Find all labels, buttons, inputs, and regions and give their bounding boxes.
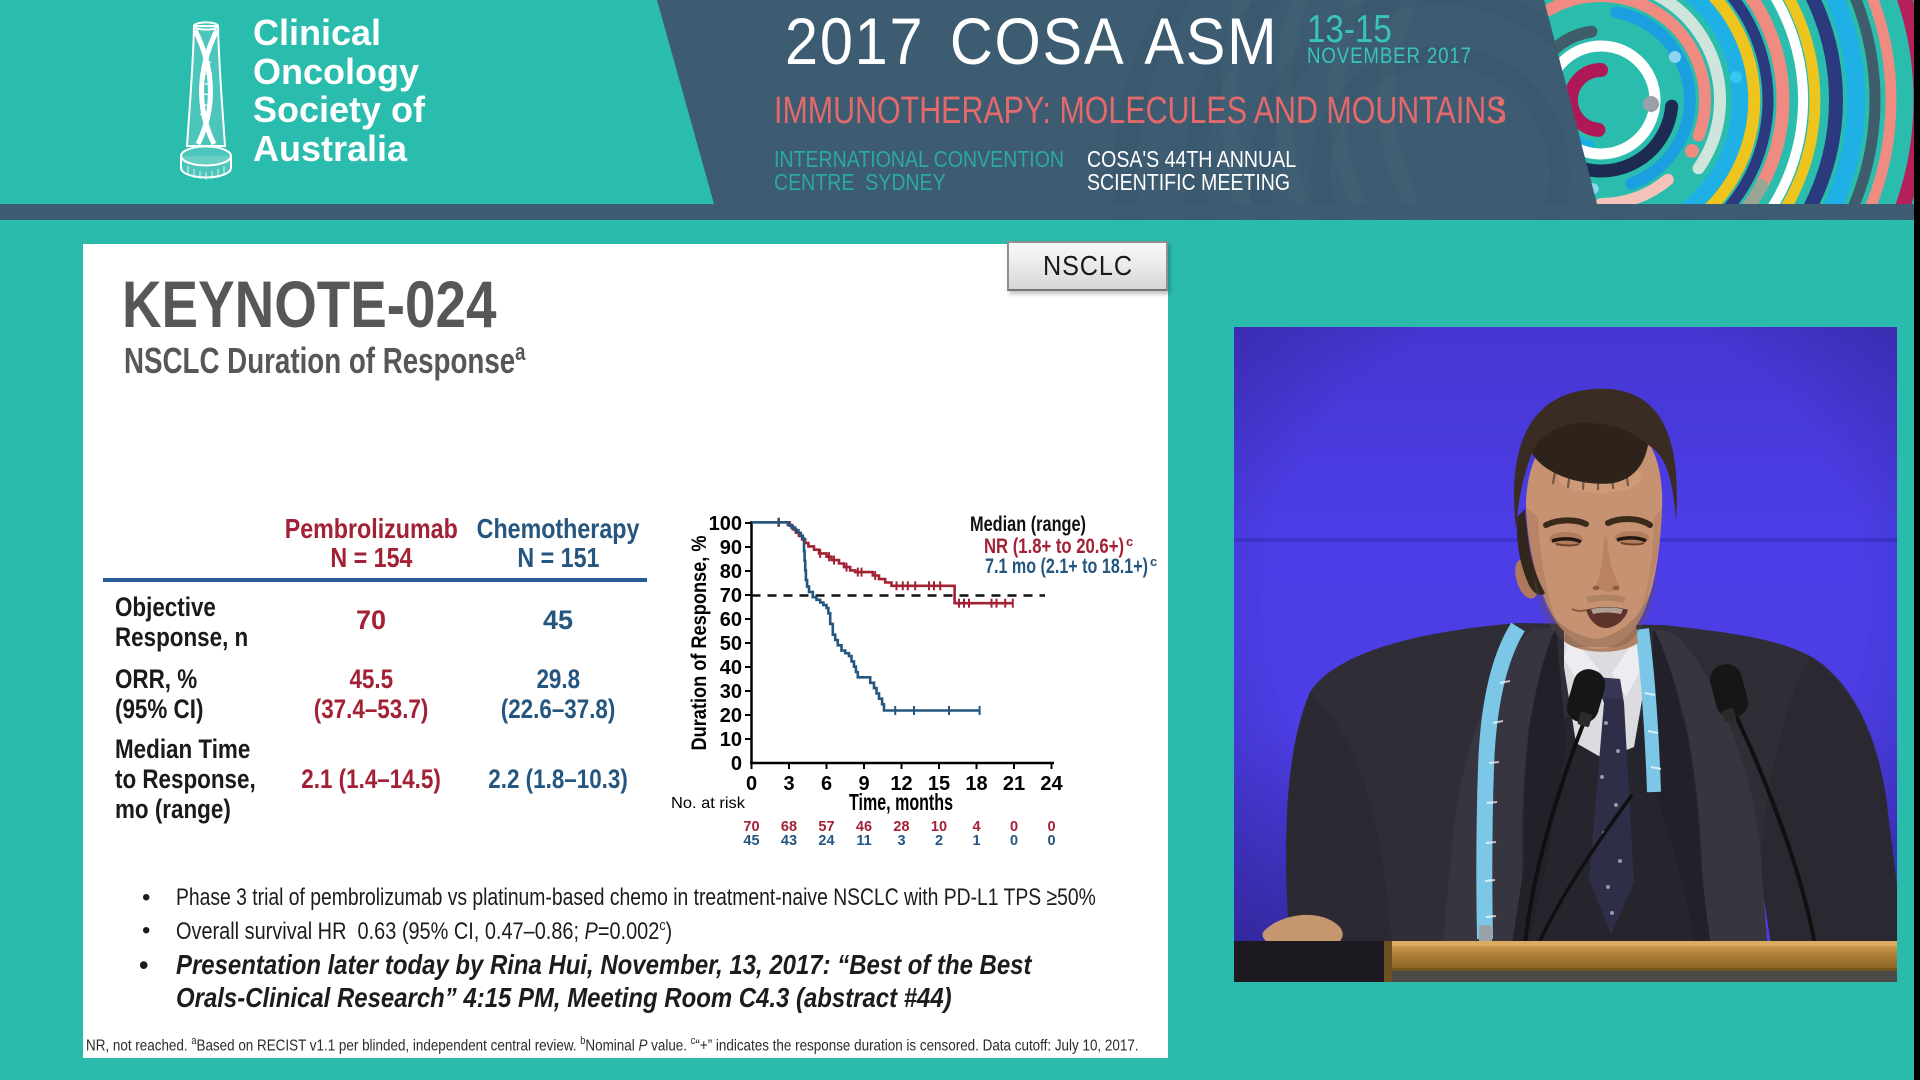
svg-text:68: 68 — [781, 819, 797, 835]
svg-text:24: 24 — [818, 833, 834, 849]
svg-text:7.1 mo (2.1+ to 18.1+): 7.1 mo (2.1+ to 18.1+) — [985, 555, 1148, 578]
svg-text:24: 24 — [1040, 773, 1063, 795]
svg-text:0: 0 — [1047, 819, 1055, 835]
svg-text:70: 70 — [743, 819, 759, 835]
svg-text:43: 43 — [781, 833, 797, 849]
svg-text:80: 80 — [720, 561, 742, 583]
svg-text:c: c — [1150, 554, 1157, 569]
svg-text:70: 70 — [720, 585, 742, 607]
svg-text:50: 50 — [720, 633, 742, 655]
svg-text:11: 11 — [856, 833, 871, 849]
svg-text:NR (1.8+ to 20.6+): NR (1.8+ to 20.6+) — [984, 535, 1124, 558]
svg-text:46: 46 — [856, 819, 872, 835]
svg-text:18: 18 — [965, 773, 987, 795]
svg-text:9: 9 — [858, 773, 869, 795]
svg-text:Duration of Response, %: Duration of Response, % — [688, 535, 711, 750]
svg-text:Time, months: Time, months — [849, 789, 953, 815]
svg-text:3: 3 — [897, 833, 905, 849]
svg-text:1: 1 — [972, 833, 980, 849]
svg-text:0: 0 — [1047, 833, 1055, 849]
svg-text:0: 0 — [746, 773, 757, 795]
svg-text:60: 60 — [720, 609, 742, 631]
svg-text:20: 20 — [720, 705, 742, 727]
svg-text:28: 28 — [893, 819, 909, 835]
svg-text:57: 57 — [818, 819, 834, 835]
svg-text:0: 0 — [1010, 833, 1018, 849]
svg-text:21: 21 — [1003, 773, 1025, 795]
svg-text:0: 0 — [731, 753, 742, 775]
svg-text:40: 40 — [720, 657, 742, 679]
svg-text:c: c — [1126, 534, 1133, 549]
svg-text:15: 15 — [928, 773, 950, 795]
svg-text:90: 90 — [720, 537, 742, 559]
svg-text:0: 0 — [1010, 819, 1018, 835]
svg-text:100: 100 — [709, 513, 742, 535]
svg-text:No. at risk: No. at risk — [671, 795, 746, 812]
svg-text:4: 4 — [972, 819, 980, 835]
svg-text:2: 2 — [935, 833, 943, 849]
svg-text:12: 12 — [890, 773, 912, 795]
svg-text:45: 45 — [743, 833, 759, 849]
svg-text:Median (range): Median (range) — [970, 513, 1086, 536]
svg-text:6: 6 — [821, 773, 832, 795]
svg-text:30: 30 — [720, 681, 742, 703]
svg-text:10: 10 — [931, 819, 947, 835]
svg-text:3: 3 — [783, 773, 794, 795]
svg-text:10: 10 — [720, 729, 742, 751]
